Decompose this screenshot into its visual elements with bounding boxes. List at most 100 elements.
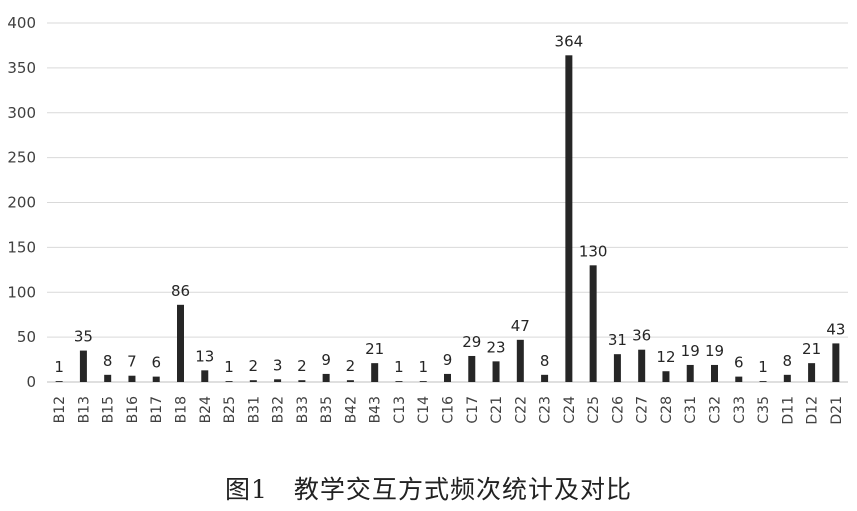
x-tick-label-D12: D12 bbox=[805, 396, 821, 425]
bar-D12 bbox=[808, 363, 816, 382]
x-tick-label-C31: C31 bbox=[683, 396, 699, 424]
bar-B16 bbox=[128, 375, 136, 382]
data-label-B16: 7 bbox=[127, 353, 137, 371]
x-tick-label-D21: D21 bbox=[829, 396, 845, 425]
bar-C35 bbox=[759, 381, 767, 382]
bar-C33 bbox=[735, 376, 743, 382]
x-tick-label-C28: C28 bbox=[659, 396, 675, 424]
x-tick-label-B18: B18 bbox=[174, 396, 190, 423]
y-tick-label: 0 bbox=[26, 373, 36, 391]
x-tick-label-C33: C33 bbox=[732, 396, 748, 424]
x-tick-label-C27: C27 bbox=[635, 396, 651, 424]
bar-D21 bbox=[832, 343, 840, 382]
x-tick-label-C24: C24 bbox=[562, 396, 578, 424]
x-tick-label-B35: B35 bbox=[319, 396, 335, 423]
bar-B25 bbox=[225, 381, 233, 382]
data-label-C23: 8 bbox=[540, 352, 550, 370]
bar-B13 bbox=[79, 350, 87, 382]
bar-B24 bbox=[201, 370, 209, 382]
bar-B31 bbox=[249, 380, 257, 382]
data-label-C13: 1 bbox=[394, 358, 404, 376]
data-label-B13: 35 bbox=[74, 328, 93, 346]
bar-B35 bbox=[322, 373, 330, 382]
x-tick-label-B32: B32 bbox=[271, 396, 287, 423]
y-tick-label: 100 bbox=[7, 283, 36, 301]
x-tick-label-C32: C32 bbox=[708, 396, 724, 424]
x-tick-label-B15: B15 bbox=[101, 396, 117, 423]
bar-C22 bbox=[516, 339, 524, 382]
x-tick-label-B33: B33 bbox=[295, 396, 311, 423]
x-tick-label-C13: C13 bbox=[392, 396, 408, 424]
data-label-B35: 9 bbox=[321, 351, 331, 369]
x-tick-label-C23: C23 bbox=[538, 396, 554, 424]
data-label-C25: 130 bbox=[579, 242, 608, 260]
bar-C17 bbox=[468, 355, 476, 382]
y-tick-label: 250 bbox=[7, 149, 36, 167]
data-label-C17: 29 bbox=[462, 333, 481, 351]
x-tick-label-C25: C25 bbox=[586, 396, 602, 424]
data-label-B31: 2 bbox=[249, 357, 259, 375]
data-label-B17: 6 bbox=[151, 354, 161, 372]
y-tick-label: 350 bbox=[7, 59, 36, 77]
bar-D11 bbox=[783, 374, 791, 382]
x-tick-label-C26: C26 bbox=[610, 396, 626, 424]
x-tick-label-C21: C21 bbox=[489, 396, 505, 424]
data-label-B43: 21 bbox=[365, 340, 384, 358]
x-tick-label-B16: B16 bbox=[125, 396, 141, 424]
bar-B12 bbox=[55, 381, 63, 382]
bar-B15 bbox=[104, 374, 112, 382]
bar-C23 bbox=[541, 374, 549, 382]
data-label-C33: 6 bbox=[734, 354, 744, 372]
bar-C21 bbox=[492, 361, 500, 382]
x-tick-label-B42: B42 bbox=[343, 396, 359, 423]
data-label-C24: 364 bbox=[555, 32, 584, 50]
bar-B32 bbox=[274, 379, 282, 382]
data-label-B15: 8 bbox=[103, 352, 113, 370]
bar-B43 bbox=[371, 363, 379, 382]
data-label-C26: 31 bbox=[608, 331, 627, 349]
x-tick-label-C35: C35 bbox=[756, 396, 772, 424]
data-label-C28: 12 bbox=[656, 348, 675, 366]
x-tick-label-B25: B25 bbox=[222, 396, 238, 423]
data-label-C21: 23 bbox=[486, 338, 505, 356]
data-label-D11: 8 bbox=[783, 352, 793, 370]
bar-C27 bbox=[638, 349, 646, 382]
data-label-C16: 9 bbox=[443, 351, 453, 369]
x-tick-label-B31: B31 bbox=[246, 396, 262, 423]
bar-C13 bbox=[395, 381, 403, 382]
y-axis-ticks: 0 50 100 150 200 250 300 350 400 bbox=[7, 14, 36, 391]
data-label-C31: 19 bbox=[681, 342, 700, 360]
x-tick-label-B12: B12 bbox=[52, 396, 68, 423]
bar-C26 bbox=[613, 354, 621, 382]
data-label-B24: 13 bbox=[195, 347, 214, 365]
data-label-C35: 1 bbox=[758, 358, 768, 376]
bar-C28 bbox=[662, 371, 670, 382]
data-label-B18: 86 bbox=[171, 282, 190, 300]
data-label-C32: 19 bbox=[705, 342, 724, 360]
bar-C16 bbox=[444, 373, 451, 382]
x-tick-label-D11: D11 bbox=[780, 396, 796, 425]
x-tick-label-B43: B43 bbox=[368, 396, 384, 423]
bar-B33 bbox=[298, 380, 306, 382]
x-axis-ticks: B12 B13 B15 B16 B17 B18 B24 B25 B31 B32 B33 B35 B42 B… bbox=[52, 396, 845, 425]
data-label-B42: 2 bbox=[346, 357, 356, 375]
data-label-B33: 2 bbox=[297, 357, 307, 375]
data-label-C14: 1 bbox=[418, 358, 428, 376]
bar-B18 bbox=[177, 304, 184, 382]
x-tick-label-C22: C22 bbox=[513, 396, 529, 424]
y-tick-label: 200 bbox=[7, 194, 36, 212]
x-tick-label-B17: B17 bbox=[149, 396, 165, 423]
x-tick-label-B13: B13 bbox=[76, 396, 92, 423]
data-label-B12: 1 bbox=[54, 358, 64, 376]
data-label-C27: 36 bbox=[632, 327, 651, 345]
figure-caption: 图1 教学交互方式频次统计及对比 bbox=[225, 475, 632, 504]
x-tick-label-C14: C14 bbox=[416, 396, 432, 424]
y-tick-label: 150 bbox=[7, 238, 36, 256]
x-tick-label-B24: B24 bbox=[198, 396, 214, 424]
data-label-D21: 43 bbox=[826, 320, 845, 338]
bar-B42 bbox=[346, 380, 354, 382]
y-tick-label: 50 bbox=[17, 328, 36, 346]
data-label-D12: 21 bbox=[802, 340, 821, 358]
